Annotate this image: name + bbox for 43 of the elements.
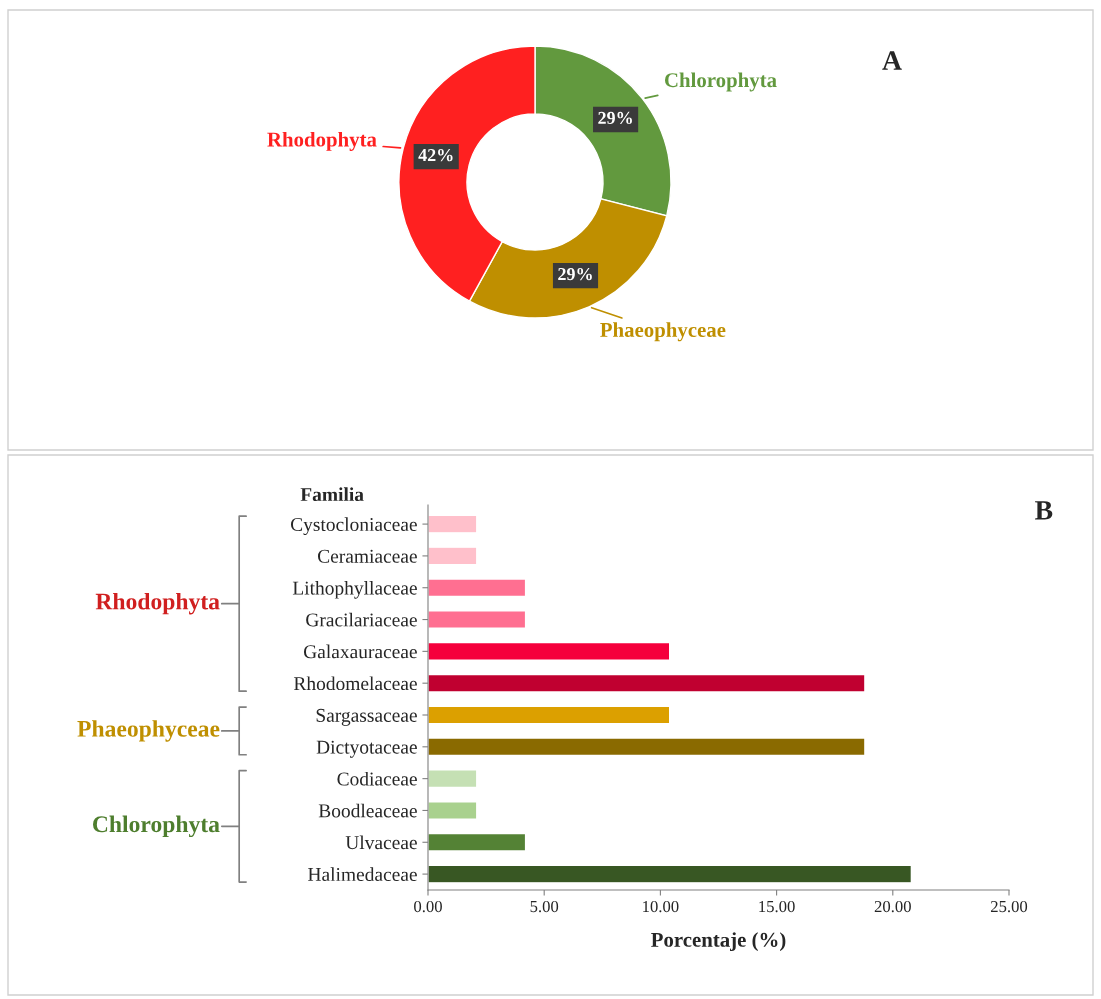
x-tick-label: 0.00 bbox=[414, 900, 442, 913]
y-tick-label: Ceramiaceae bbox=[317, 549, 417, 563]
bar bbox=[428, 546, 478, 566]
text: Rhodophyta bbox=[95, 592, 220, 615]
bar bbox=[428, 737, 866, 757]
y-tick-label: Dictyotaceae bbox=[316, 740, 417, 758]
y-tick-label: Halimedaceae bbox=[308, 867, 417, 882]
y-tick-label: Cystocloniaceae bbox=[290, 517, 417, 536]
bar bbox=[428, 578, 527, 598]
text: Chlorophyta bbox=[93, 815, 220, 838]
y-tick-label: Lithophyllaceae bbox=[292, 580, 417, 599]
y-axis-title: Familia bbox=[300, 487, 364, 502]
y-tick-label: Boodleaceae bbox=[318, 803, 417, 818]
text: A bbox=[882, 51, 902, 70]
x-tick-label: 10.00 bbox=[643, 900, 679, 913]
data-label: 29% bbox=[598, 111, 632, 125]
x-axis-title: Porcentaje (%) bbox=[651, 932, 786, 952]
y-tick-label: Codiaceae bbox=[337, 771, 417, 786]
data-label: 29% bbox=[558, 267, 592, 281]
slice-label: Chlorophyta bbox=[664, 72, 777, 92]
bar bbox=[428, 864, 913, 884]
bar bbox=[428, 769, 478, 789]
slice-label: Rhodophyta bbox=[267, 131, 377, 151]
bar bbox=[428, 514, 478, 534]
bar bbox=[428, 801, 478, 820]
bar bbox=[428, 832, 527, 852]
text: Phaeophyceae bbox=[77, 720, 220, 742]
x-tick-label: 5.00 bbox=[530, 900, 559, 913]
bar bbox=[428, 641, 671, 661]
chart-title: B bbox=[1035, 501, 1053, 520]
y-tick-label: Rhodomelaceae bbox=[293, 676, 417, 691]
x-tick-label: 20.00 bbox=[874, 900, 911, 913]
slice-label: Phaeophyceae bbox=[600, 322, 726, 342]
bar bbox=[428, 610, 527, 629]
bar bbox=[428, 705, 671, 725]
y-tick-label: Sargassaceae bbox=[316, 708, 417, 726]
y-tick-label: Galaxauraceae bbox=[303, 644, 417, 659]
y-tick-label: Ulvaceae bbox=[345, 835, 417, 850]
x-tick-label: 25.00 bbox=[990, 900, 1028, 913]
y-tick-label: Gracilariaceae bbox=[306, 612, 417, 627]
x-tick-label: 15.00 bbox=[759, 900, 795, 913]
bar bbox=[428, 673, 866, 693]
data-label: 42% bbox=[418, 148, 453, 162]
